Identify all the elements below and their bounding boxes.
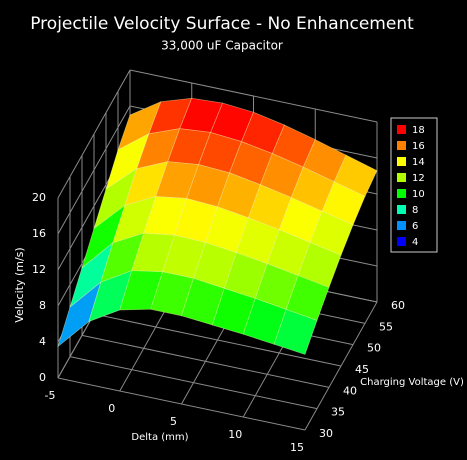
surface-cell [333,154,378,197]
legend-swatch [397,189,406,198]
x-axis-label: Delta (mm) [131,432,188,443]
x-tick-label: 0 [108,402,115,415]
chart-title: Projectile Velocity Surface - No Enhance… [30,14,414,34]
grid-line [81,334,330,388]
legend-label: 12 [412,173,425,184]
legend-swatch [397,173,406,182]
surface-cell [297,242,342,288]
grid-line [57,105,131,235]
x-tick-label: 10 [228,428,242,441]
z-tick-label: 16 [32,227,46,240]
z-axis-label: Velocity (m/s) [13,247,26,322]
grid-line [57,69,131,199]
y-axis-label: Charging Voltage (V) [360,377,464,388]
legend-swatch [397,157,406,166]
surface-cell [321,181,366,226]
grid-line [129,69,378,123]
z-tick-label: 20 [32,191,46,204]
grid-line [69,356,318,410]
z-tick-label: 12 [32,263,46,276]
z-tick-label: 0 [39,371,46,384]
chart-subtitle: 33,000 uF Capacitor [161,39,283,53]
legend-swatch [397,205,406,214]
legend-label: 16 [412,141,425,152]
legend-swatch [397,237,406,246]
legend-label: 14 [412,157,425,168]
x-tick-label: 5 [170,415,177,428]
legend-label: 10 [412,189,425,200]
y-tick-label: 35 [331,406,345,419]
x-tick-label: 15 [290,441,304,454]
x-tick-label: -5 [45,389,56,402]
z-tick-label: 8 [39,299,46,312]
surface-cell [273,309,318,355]
y-tick-label: 50 [367,342,381,355]
y-tick-label: 40 [343,384,357,397]
y-tick-label: 45 [355,363,369,376]
z-tick-label: 4 [39,335,46,348]
legend-swatch [397,141,406,150]
legend-label: 18 [412,125,425,136]
grid-line [93,313,342,367]
legend-label: 8 [412,205,418,216]
legend-swatch [397,125,406,134]
y-tick-label: 55 [379,320,393,333]
grid-line [57,377,306,431]
legend-label: 6 [412,221,418,232]
y-tick-label: 30 [319,427,333,440]
legend-swatch [397,221,406,230]
legend-label: 4 [412,237,418,248]
y-tick-label: 60 [391,299,405,312]
